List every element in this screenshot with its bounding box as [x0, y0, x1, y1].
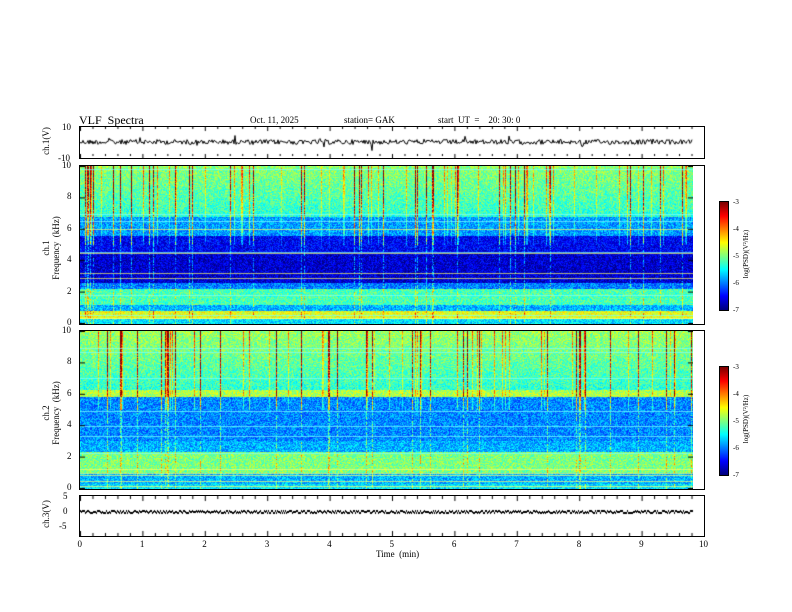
ch2-spectrogram-heatmap	[80, 331, 693, 489]
x-tick-label: 7	[514, 539, 519, 549]
ch1-spectrogram-heatmap	[80, 166, 693, 324]
x-tick-label: 2	[202, 539, 207, 549]
spectrogram-ytick-label: 10	[62, 160, 71, 170]
x-tick-label: 9	[639, 539, 644, 549]
spectrogram-ytick-label: 2	[67, 450, 72, 461]
x-tick-label: 0	[77, 539, 83, 549]
colorbar-tick-label: -7	[733, 471, 739, 479]
ch2-ylabel-line1: ch.2	[41, 405, 51, 421]
colorbar-tick-label: -6	[733, 279, 739, 287]
ch3-ytick-minus5: -5	[59, 521, 67, 531]
date-label: Oct. 11, 2025	[250, 115, 299, 125]
colorbar-tick-label: -4	[733, 390, 739, 398]
figure-title: VLF Spectra	[79, 113, 144, 127]
ch1-ytick-bottom: -10	[58, 153, 70, 163]
x-tick-label: 5	[389, 539, 395, 549]
colorbar-tick-label: -5	[733, 252, 739, 260]
ch1-waveform-ylabel: ch.1(V)	[41, 127, 51, 155]
ch2-spectrogram-panel	[79, 330, 705, 490]
ch2-colorbar-label: log(PSD)(V²/Hz)	[742, 394, 750, 444]
spectrogram-ytick-label: 0	[67, 482, 72, 492]
spectrogram-ytick-label: 0	[67, 317, 72, 327]
ch1-colorbar	[720, 202, 728, 310]
spectrogram-ytick-label: 8	[67, 356, 72, 367]
ch3-waveform-panel	[79, 495, 705, 537]
start-time-label: start UT = 20: 30: 0	[438, 115, 521, 125]
x-axis-label: Time (min)	[376, 549, 420, 559]
x-tick-label: 1	[139, 539, 145, 549]
ch1-ylabel-line1: ch.1	[41, 240, 51, 256]
x-tick-label: 6	[451, 539, 457, 549]
colorbar-tick-label: -3	[733, 363, 739, 371]
ch1-spectrogram-ylabel: ch.1 Frequency (kHz)	[41, 193, 61, 303]
ch2-ylabel-line2: Frequency (kHz)	[51, 381, 61, 445]
station-label: station= GAK	[344, 115, 395, 125]
x-tick-label: 3	[264, 539, 270, 549]
spectrogram-ytick-label: 10	[62, 325, 71, 335]
colorbar-tick-label: -7	[733, 306, 739, 314]
spectrogram-ytick-label: 4	[67, 254, 72, 265]
ch1-colorbar-frame	[719, 201, 729, 311]
ch1-waveform-plot	[80, 127, 704, 158]
ch2-spectrogram-ylabel: ch.2 Frequency (kHz)	[41, 358, 61, 468]
colorbar-tick-label: -4	[733, 225, 739, 233]
spectrogram-ytick-label: 8	[67, 191, 72, 202]
colorbar-tick-label: -3	[733, 198, 739, 206]
x-tick-label: 8	[576, 539, 582, 549]
spectrogram-ytick-label: 6	[67, 222, 72, 233]
ch1-ylabel-line2: Frequency (kHz)	[51, 216, 61, 280]
ch2-colorbar-frame	[719, 366, 729, 476]
spectrogram-ytick-label: 2	[67, 285, 72, 296]
ch1-ytick-top: 10	[62, 122, 71, 132]
ch3-ytick-5: 5	[63, 491, 68, 501]
ch3-waveform-ylabel: ch.3(V)	[41, 500, 51, 528]
ch1-spectrogram-panel	[79, 165, 705, 325]
ch3-waveform-plot	[80, 496, 704, 536]
ch3-ytick-0: 0	[63, 506, 68, 516]
ch2-colorbar	[720, 367, 728, 475]
ch1-colorbar-label: log(PSD)(V²/Hz)	[742, 229, 750, 279]
colorbar-tick-label: -5	[733, 417, 739, 425]
colorbar-tick-label: -6	[733, 444, 739, 452]
spectrogram-ytick-label: 4	[67, 419, 72, 430]
spectrogram-ytick-label: 6	[67, 387, 72, 398]
x-tick-label: 10	[699, 539, 708, 549]
x-tick-label: 4	[327, 539, 332, 549]
ch1-waveform-panel	[79, 126, 705, 159]
